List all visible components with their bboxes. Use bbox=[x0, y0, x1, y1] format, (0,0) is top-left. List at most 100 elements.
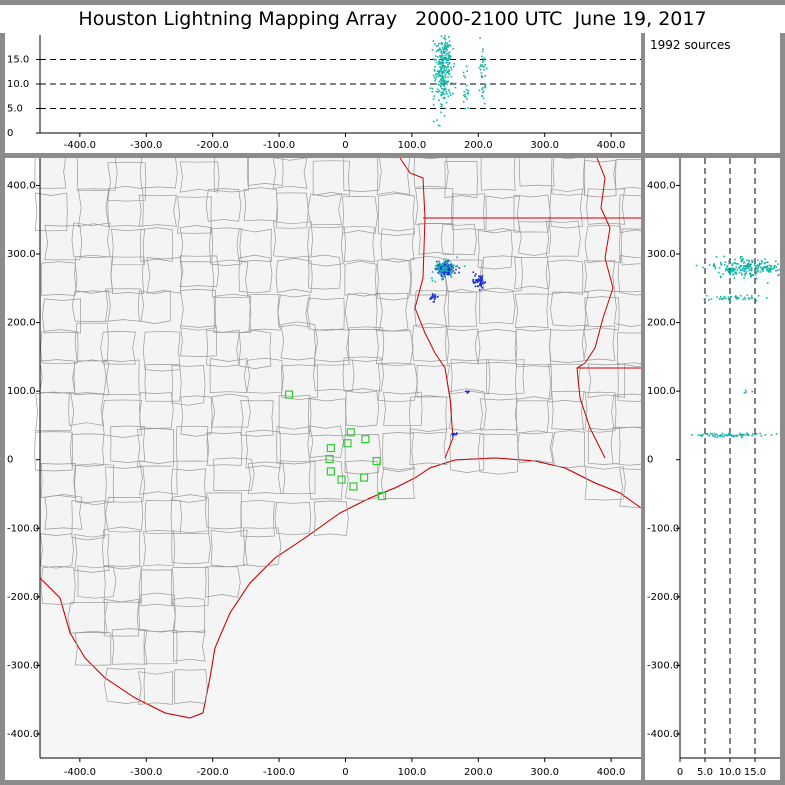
source-point bbox=[480, 285, 483, 288]
county-boundary bbox=[205, 188, 242, 222]
source-point bbox=[724, 263, 726, 266]
source-point bbox=[444, 82, 447, 85]
county-boundary bbox=[411, 322, 447, 362]
source-point bbox=[434, 268, 437, 271]
county-boundary bbox=[68, 392, 105, 426]
source-point bbox=[477, 281, 479, 283]
source-point bbox=[711, 432, 713, 435]
source-point bbox=[760, 268, 763, 271]
source-point bbox=[440, 81, 442, 83]
county-boundary bbox=[171, 530, 211, 565]
source-point bbox=[438, 270, 441, 273]
source-point bbox=[775, 260, 777, 263]
county-boundary bbox=[146, 257, 182, 294]
source-point bbox=[437, 49, 440, 52]
source-point bbox=[736, 296, 739, 299]
x-tick-label: -200.0 bbox=[197, 767, 229, 778]
source-point bbox=[442, 66, 445, 69]
county-boundary bbox=[138, 671, 173, 705]
source-point bbox=[464, 95, 466, 98]
source-point bbox=[465, 390, 467, 393]
lma-station-marker bbox=[359, 473, 369, 482]
source-point bbox=[740, 260, 743, 263]
source-point bbox=[441, 267, 444, 269]
source-point bbox=[734, 262, 737, 264]
source-point bbox=[463, 94, 465, 97]
source-point bbox=[765, 269, 768, 271]
source-point bbox=[442, 48, 444, 51]
county-boundary bbox=[272, 158, 308, 189]
source-point bbox=[758, 262, 761, 265]
source-point bbox=[438, 42, 440, 45]
source-point bbox=[755, 271, 758, 274]
source-point bbox=[433, 76, 436, 79]
source-point bbox=[448, 44, 451, 47]
source-point bbox=[731, 264, 733, 267]
county-boundary bbox=[40, 261, 78, 296]
source-point bbox=[439, 272, 441, 274]
county-boundary bbox=[180, 395, 213, 437]
source-point bbox=[443, 259, 445, 261]
county-boundary bbox=[309, 425, 344, 458]
source-point bbox=[478, 66, 481, 69]
county-boundary bbox=[137, 290, 171, 324]
source-point bbox=[445, 268, 447, 271]
source-point bbox=[437, 99, 440, 101]
county-boundary bbox=[581, 391, 617, 433]
source-point bbox=[479, 279, 482, 281]
source-point bbox=[481, 95, 483, 97]
source-point bbox=[741, 274, 743, 276]
county-boundary bbox=[376, 258, 412, 301]
source-point bbox=[727, 270, 730, 272]
source-point bbox=[719, 295, 722, 298]
source-point bbox=[482, 58, 484, 60]
y-tick-label: 400.0 bbox=[647, 180, 676, 191]
source-point bbox=[478, 276, 481, 278]
source-point bbox=[443, 265, 445, 268]
source-point bbox=[443, 271, 446, 274]
source-point bbox=[472, 280, 474, 283]
source-point bbox=[743, 296, 746, 299]
source-point bbox=[443, 48, 445, 50]
source-point bbox=[452, 435, 454, 437]
source-point bbox=[443, 72, 445, 74]
source-point bbox=[452, 66, 455, 68]
source-point bbox=[443, 85, 446, 88]
x-tick-label: -100.0 bbox=[263, 140, 295, 151]
source-point bbox=[441, 43, 443, 45]
source-point bbox=[442, 97, 445, 99]
source-point bbox=[731, 267, 734, 269]
source-point bbox=[750, 297, 752, 299]
source-point bbox=[756, 264, 759, 267]
source-point bbox=[437, 269, 440, 271]
source-point bbox=[744, 298, 747, 300]
county-boundary bbox=[274, 502, 312, 536]
county-boundary bbox=[211, 393, 251, 428]
source-point bbox=[729, 433, 732, 436]
county-boundary bbox=[618, 194, 641, 234]
source-point bbox=[479, 37, 481, 39]
county-boundary bbox=[514, 256, 549, 290]
source-point bbox=[706, 432, 708, 435]
source-point bbox=[441, 46, 444, 49]
source-point bbox=[737, 263, 739, 265]
source-point bbox=[446, 270, 449, 272]
source-point bbox=[435, 58, 437, 61]
source-point bbox=[443, 52, 445, 54]
county-boundary bbox=[517, 430, 554, 464]
county-boundary bbox=[77, 188, 110, 228]
source-point bbox=[430, 297, 433, 300]
county-boundary bbox=[617, 363, 641, 402]
source-point bbox=[697, 434, 700, 436]
source-point bbox=[434, 66, 436, 68]
source-point bbox=[446, 265, 449, 267]
source-point bbox=[727, 271, 730, 273]
source-point bbox=[708, 298, 710, 301]
source-point bbox=[442, 262, 445, 265]
y-tick-label: -300.0 bbox=[7, 660, 39, 671]
source-point bbox=[444, 48, 446, 50]
source-point bbox=[769, 264, 771, 267]
x-tick-label: -100.0 bbox=[263, 767, 295, 778]
source-point bbox=[444, 87, 447, 90]
source-point bbox=[713, 432, 716, 435]
